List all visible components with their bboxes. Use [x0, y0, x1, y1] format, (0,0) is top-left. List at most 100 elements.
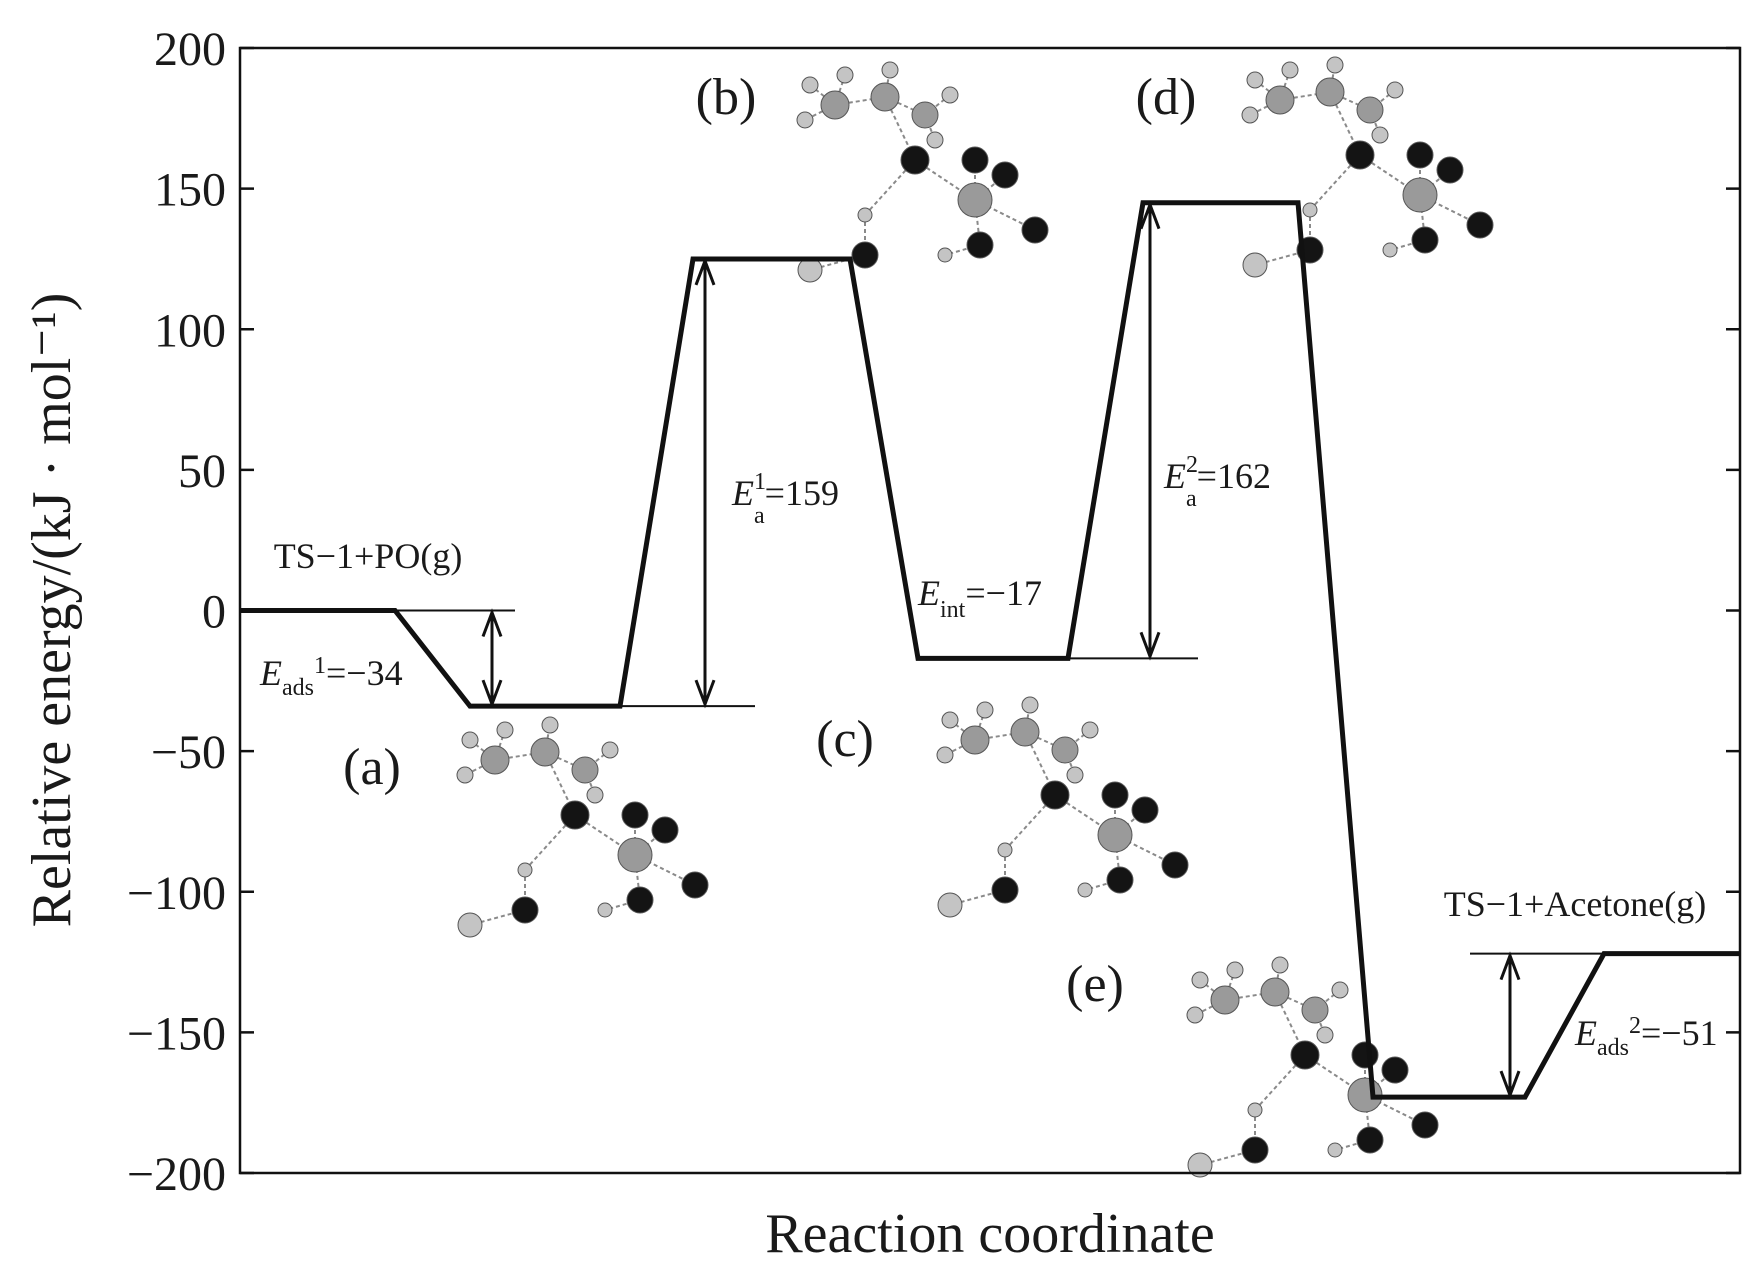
atom — [900, 145, 930, 175]
atom — [1101, 781, 1129, 809]
atom — [857, 207, 873, 223]
bond — [914, 159, 976, 201]
bond — [1199, 979, 1226, 1001]
atom — [597, 902, 613, 918]
atom — [1186, 1006, 1204, 1024]
atom — [1290, 1040, 1320, 1070]
atom — [1466, 211, 1494, 239]
atom — [997, 842, 1013, 858]
atom — [1161, 851, 1189, 879]
atom — [911, 101, 939, 129]
atom — [480, 745, 510, 775]
atom — [626, 886, 654, 914]
atom — [1331, 981, 1349, 999]
atom — [511, 896, 539, 924]
bond — [809, 84, 836, 106]
atom — [991, 161, 1019, 189]
arrow-head — [1499, 1070, 1521, 1100]
arrow-head — [481, 679, 503, 709]
stage-label-e: (e) — [1066, 956, 1124, 1013]
atom — [621, 801, 649, 829]
stage-label-c: (c) — [816, 711, 874, 768]
atom — [1260, 977, 1290, 1007]
y-tick-label: −200 — [127, 1148, 226, 1201]
atom — [796, 111, 814, 129]
arrow-head — [481, 608, 503, 638]
atom — [937, 247, 953, 263]
y-tick-label: −150 — [127, 1007, 226, 1060]
y-axis-label: Relative energy/(kJ · mol⁻¹) — [21, 293, 83, 928]
bond — [494, 729, 506, 761]
bond — [1369, 89, 1396, 111]
molecule-illustrations — [456, 56, 1494, 1178]
atom — [1247, 1102, 1263, 1118]
arrow-head — [1139, 200, 1161, 230]
atom — [961, 146, 989, 174]
atom — [881, 61, 899, 79]
atom — [1051, 736, 1079, 764]
atom — [461, 731, 479, 749]
stage-label-a: (a) — [343, 739, 401, 796]
bond — [1254, 79, 1281, 101]
bond — [1304, 1054, 1366, 1096]
stage-label-b: (b) — [696, 69, 757, 126]
atom — [1226, 961, 1244, 979]
atom — [1411, 1111, 1439, 1139]
start-state-label: TS−1+PO(g) — [274, 536, 463, 576]
atom — [1081, 721, 1099, 739]
atom — [560, 800, 590, 830]
atom — [1351, 1041, 1379, 1069]
atom — [1356, 96, 1384, 124]
atom — [1246, 71, 1264, 89]
atom — [586, 786, 604, 804]
bond — [1194, 999, 1226, 1016]
atom — [1241, 1136, 1269, 1164]
atom — [937, 892, 963, 918]
atom — [681, 871, 709, 899]
bond — [1254, 1054, 1306, 1111]
atom — [976, 701, 994, 719]
atom — [1021, 216, 1049, 244]
end-state-label: TS−1+Acetone(g) — [1444, 884, 1707, 924]
atom — [517, 862, 533, 878]
atom — [1402, 177, 1438, 213]
bond — [1279, 69, 1291, 101]
bond — [1224, 969, 1236, 1001]
arrow-head — [1139, 631, 1161, 661]
bond — [974, 709, 986, 741]
atom — [1040, 780, 1070, 810]
bond — [924, 94, 951, 116]
bond — [944, 739, 976, 756]
atom — [1271, 956, 1289, 974]
reference-lines — [395, 609, 1604, 955]
bond — [1309, 154, 1361, 211]
atom — [1191, 971, 1209, 989]
annotation-ea2: E2 a=162 — [1163, 452, 1271, 512]
atom — [1356, 1126, 1384, 1154]
bond — [1249, 99, 1281, 116]
arrow-head — [694, 256, 716, 286]
atom — [1301, 996, 1329, 1024]
atom — [617, 837, 653, 873]
atom — [957, 182, 993, 218]
atom — [941, 86, 959, 104]
atom — [1242, 252, 1268, 278]
atom — [991, 876, 1019, 904]
bond — [1314, 989, 1341, 1011]
atom — [1010, 717, 1040, 747]
atom — [820, 90, 850, 120]
atom — [1241, 106, 1259, 124]
bond — [524, 814, 576, 871]
energy-arrows — [481, 200, 1521, 1100]
atom — [541, 716, 559, 734]
atom — [926, 131, 944, 149]
atom — [1265, 85, 1295, 115]
bond — [1054, 794, 1116, 836]
y-axis-ticks: 200 150 100 50 0 −50 −100 −150 −200 — [127, 23, 1740, 1201]
atom — [1210, 985, 1240, 1015]
molecule-c — [936, 696, 1189, 918]
molecule-b — [796, 61, 1049, 283]
y-tick-label: 100 — [154, 304, 226, 357]
bond — [464, 759, 496, 776]
x-axis-label: Reaction coordinate — [765, 1203, 1214, 1265]
